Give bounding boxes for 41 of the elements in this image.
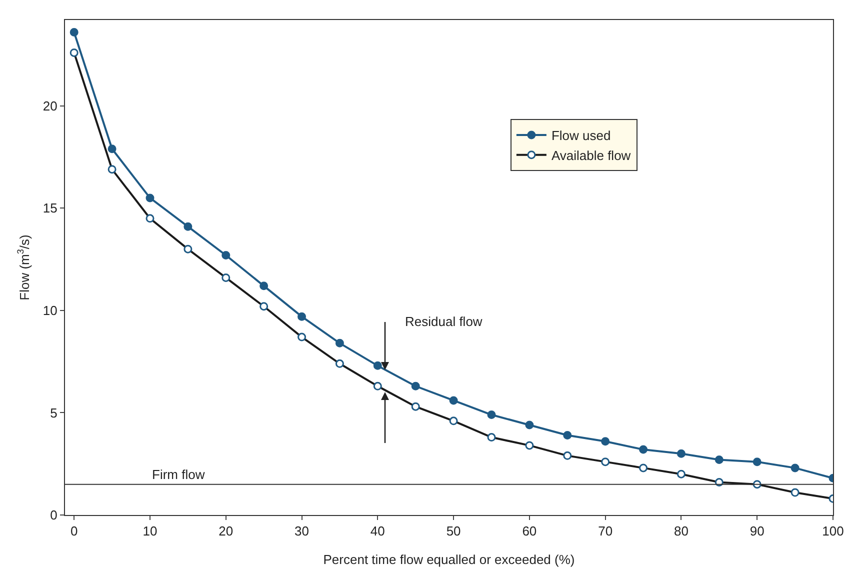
x-tick-label: 40 <box>370 524 385 539</box>
x-tick-label: 60 <box>522 524 537 539</box>
x-tick-label: 20 <box>218 524 234 539</box>
point <box>676 449 686 458</box>
y-tick-label: 5 <box>50 405 58 420</box>
point <box>752 458 762 466</box>
point <box>260 282 268 290</box>
x-tick-label: 0 <box>70 524 78 539</box>
x-tick-label: 90 <box>750 524 764 539</box>
point <box>70 28 78 37</box>
x-tick-label: 70 <box>598 524 613 539</box>
point <box>714 456 724 464</box>
point <box>601 437 610 446</box>
point <box>184 222 192 231</box>
point <box>108 144 116 154</box>
point <box>487 410 496 420</box>
x-axis-title: Percent time flow equalled or exceeded (%) <box>323 552 575 567</box>
point <box>639 445 648 454</box>
x-tick-label: 50 <box>446 524 461 539</box>
point <box>790 464 800 472</box>
x-tick-label: 80 <box>674 524 688 539</box>
point <box>411 382 420 390</box>
y-tick-label: 15 <box>42 200 58 216</box>
point <box>563 430 572 440</box>
x-tick-label: 100 <box>822 524 844 539</box>
y-tick-label: 10 <box>42 303 58 318</box>
point <box>449 396 458 405</box>
point <box>146 194 154 202</box>
ref-line-label: Firm flow <box>152 467 206 482</box>
y-tick-label: 20 <box>42 98 58 114</box>
legend-label: Flow used <box>551 128 611 144</box>
point <box>298 312 306 321</box>
annotation: Residual flow <box>405 314 483 329</box>
legend-label: Available flow <box>551 148 632 163</box>
x-tick-label: 10 <box>142 524 158 539</box>
x-tick-label: 30 <box>294 524 310 539</box>
point <box>525 420 534 430</box>
y-tick-label: 0 <box>50 508 58 523</box>
point <box>222 250 230 260</box>
point <box>335 338 344 348</box>
point <box>373 361 382 370</box>
